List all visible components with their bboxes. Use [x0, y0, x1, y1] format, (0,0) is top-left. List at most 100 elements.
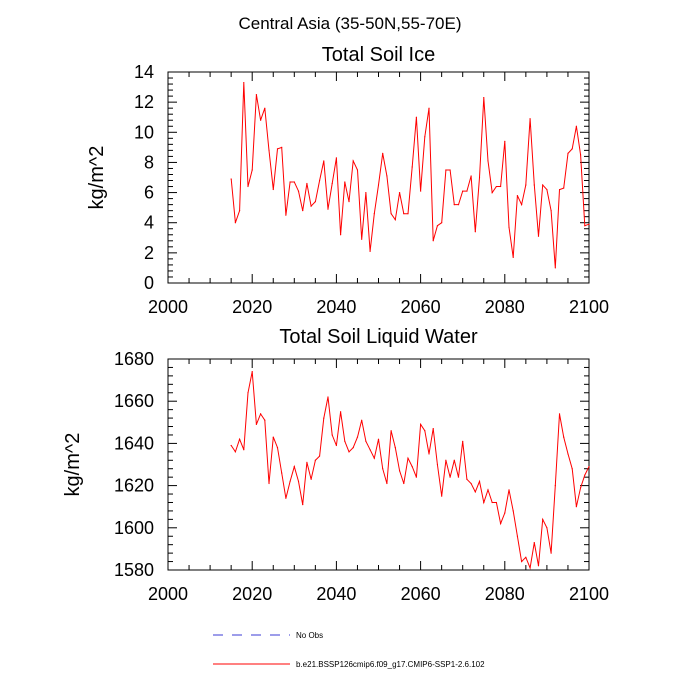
- data-point: [567, 152, 569, 154]
- data-point: [272, 188, 274, 191]
- data-point: [415, 116, 417, 118]
- x-tick-label: 2100: [569, 297, 609, 317]
- data-point: [361, 238, 363, 240]
- data-point: [424, 136, 426, 138]
- data-point: [483, 501, 485, 504]
- data-point: [558, 413, 561, 415]
- y-tick-label: 6: [144, 183, 154, 203]
- data-point: [306, 182, 308, 185]
- data-point: [415, 476, 417, 478]
- data-point: [230, 444, 232, 447]
- y-tick-label: 12: [134, 92, 154, 112]
- data-point: [352, 447, 354, 449]
- data-point: [297, 190, 300, 192]
- x-tick-label: 2080: [485, 297, 525, 317]
- data-point: [550, 552, 552, 554]
- data-point: [508, 226, 510, 228]
- data-point: [462, 440, 464, 442]
- data-point: [352, 160, 354, 162]
- data-point: [327, 396, 329, 398]
- data-point: [487, 489, 489, 491]
- data-point: [567, 453, 569, 455]
- data-point: [382, 468, 384, 470]
- y-tick-label: 10: [134, 122, 154, 142]
- y-tick-label: 0: [144, 273, 154, 293]
- data-point: [474, 231, 476, 233]
- data-point: [407, 213, 409, 215]
- data-point: [478, 176, 481, 179]
- data-point: [377, 438, 380, 440]
- data-point: [344, 440, 346, 442]
- data-point: [542, 184, 544, 186]
- data-point: [331, 182, 333, 185]
- data-point: [491, 191, 493, 194]
- data-point: [424, 430, 426, 432]
- data-point: [348, 451, 350, 453]
- legend: No Obs b.e21.BSSP126cmip6.f09_g17.CMIP6-…: [213, 631, 485, 669]
- data-point: [390, 213, 392, 215]
- data-point: [268, 149, 270, 151]
- data-point: [394, 447, 396, 449]
- data-point: [508, 489, 510, 491]
- data-point: [386, 175, 388, 177]
- data-point: [310, 478, 312, 480]
- data-point: [495, 185, 497, 188]
- data-point: [411, 466, 413, 468]
- data-point: [588, 466, 590, 468]
- data-point: [516, 194, 519, 197]
- data-point: [554, 267, 556, 269]
- series-line: [230, 371, 590, 570]
- data-point: [558, 188, 561, 191]
- data-point: [512, 256, 514, 258]
- data-point: [403, 482, 405, 485]
- data-point: [281, 472, 283, 474]
- data-point: [335, 444, 337, 447]
- data-point: [289, 480, 291, 482]
- data-point: [474, 491, 476, 493]
- data-point: [499, 522, 502, 525]
- data-point: [487, 160, 489, 162]
- plot-frame: [167, 358, 590, 571]
- y-tick-label: 1680: [114, 349, 154, 369]
- data-point: [234, 451, 236, 453]
- x-tick-label: 2080: [485, 584, 525, 604]
- data-point: [264, 107, 266, 109]
- data-point: [525, 556, 527, 558]
- data-point: [356, 169, 359, 171]
- data-point: [251, 371, 253, 373]
- data-point: [441, 495, 443, 497]
- y-tick-label: 1620: [114, 476, 154, 496]
- data-point: [285, 214, 287, 216]
- data-point: [504, 140, 506, 142]
- figure-suptitle: Central Asia (35-50N,55-70E): [238, 14, 461, 33]
- data-point: [365, 440, 367, 442]
- data-point: [575, 506, 577, 508]
- data-point: [302, 503, 304, 506]
- data-point: [272, 436, 274, 438]
- x-tick-label: 2040: [316, 297, 356, 317]
- data-point: [356, 436, 359, 438]
- data-point: [441, 222, 443, 224]
- data-point: [445, 169, 447, 171]
- y-tick-label: 4: [144, 213, 154, 233]
- x-tick-label: 2060: [401, 584, 441, 604]
- data-point: [323, 160, 325, 162]
- data-point: [537, 565, 540, 567]
- data-point: [542, 518, 544, 520]
- data-point: [361, 419, 363, 421]
- data-point: [533, 184, 535, 186]
- panel-total-soil-ice: Total Soil Ice kg/m^2 2000 2020 2040 2060 20…: [86, 44, 609, 317]
- data-point: [340, 411, 342, 413]
- data-point: [255, 94, 258, 96]
- y-tick-label: 14: [134, 62, 154, 82]
- data-point: [428, 107, 430, 109]
- data-point: [403, 213, 405, 215]
- data-point: [571, 468, 573, 470]
- legend-model-label: b.e21.BSSP126cmip6.f09_g17.CMIP6-SSP1-2.…: [296, 660, 485, 669]
- legend-obs-label: No Obs: [296, 631, 323, 640]
- data-point: [584, 225, 586, 227]
- data-point: [432, 240, 434, 242]
- data-point: [243, 81, 245, 84]
- data-point: [323, 417, 325, 419]
- data-point: [314, 459, 316, 461]
